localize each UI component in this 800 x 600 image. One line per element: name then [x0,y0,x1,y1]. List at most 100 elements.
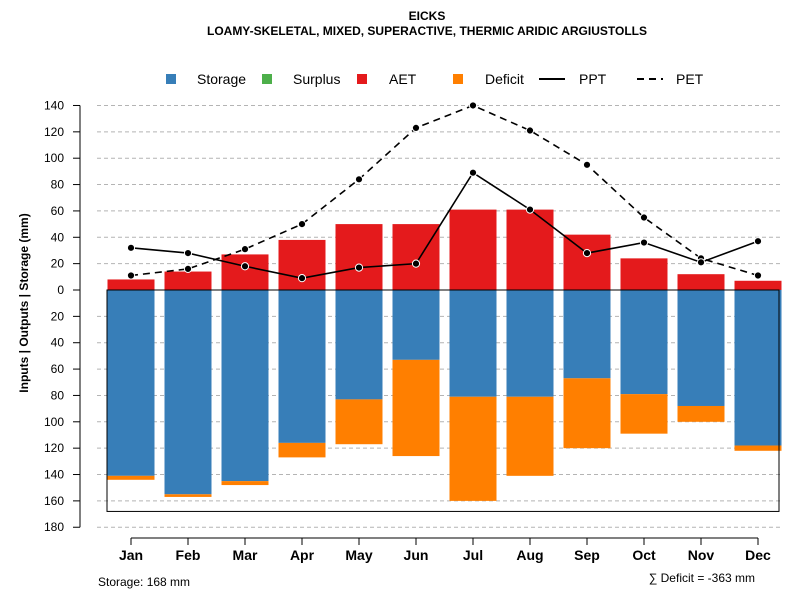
pet-point [753,271,763,280]
pet-point [525,126,535,135]
x-tick-label: Dec [745,547,771,563]
aet-bar [506,209,554,290]
storage-bar [620,290,668,395]
y-tick-label: 40 [51,230,65,244]
storage-bar [449,290,497,397]
ppt-point [753,237,763,246]
ppt-point [354,263,364,272]
x-axis: Jan Feb Mar Apr May Jun Jul Aug Sep Oct Nov Dec [119,537,771,563]
ppt-point [639,238,649,247]
legend-swatch-surplus [262,74,272,84]
y-tick-label: 100 [44,415,64,429]
y-tick-label: 20 [51,309,65,323]
x-tick-label: Apr [290,547,315,563]
aet-bar [221,254,269,290]
deficit-footer: ∑ Deficit = -363 mm [649,571,755,585]
aet-bar [107,279,155,290]
ppt-line [130,171,759,279]
storage-bar [734,290,782,446]
x-tick-label: Mar [233,547,258,563]
legend-label-aet: AET [389,71,417,87]
aet-bar [677,274,725,290]
aet-bar [278,239,326,290]
y-tick-label: 120 [44,125,64,139]
chart-title: EICKS [409,9,446,23]
y-tick-label: 140 [44,468,64,482]
ppt-point [183,248,193,258]
pet-point [126,271,136,280]
y-tick-label: 140 [44,98,64,112]
pet-point [183,264,193,274]
y-tick-label: 0 [57,283,64,297]
ppt-point [411,259,421,268]
storage-bar [335,290,383,400]
aet-bar [392,224,440,290]
x-tick-label: Oct [632,547,656,563]
legend-label-deficit: Deficit [485,71,524,87]
storage-bar [164,290,212,495]
ppt-point [582,248,592,258]
y-tick-label: 40 [51,336,65,350]
x-tick-label: May [345,547,372,563]
aet-bar [620,258,668,290]
deficit-bar [449,396,497,501]
aet-bar [734,280,782,290]
ppt-point [525,205,535,214]
ppt-point [696,258,706,267]
x-tick-label: Jul [463,547,483,563]
y-tick-label: 60 [51,204,65,218]
y-axis: 140 120 100 80 60 40 20 0 20 40 60 80 100 120 140 160 18… [44,98,81,534]
y-tick-label: 20 [51,257,65,271]
x-tick-label: Jun [404,547,429,563]
y-tick-label: 180 [44,520,64,534]
y-tick-label: 100 [44,151,64,165]
deficit-bar [107,475,155,480]
deficit-bar [506,396,554,476]
storage-bar [392,290,440,360]
y-tick-label: 120 [44,441,64,455]
aet-bar [563,234,611,290]
pet-point [411,123,421,132]
pet-point [354,175,364,184]
deficit-bar [278,442,326,458]
legend-label-surplus: Surplus [293,71,340,87]
legend-label-ppt: PPT [579,71,607,87]
deficit-bar [164,494,212,497]
deficit-bar [563,378,611,449]
pet-point [582,160,592,169]
pet-point [468,101,478,110]
deficit-bar [335,399,383,445]
storage-footer: Storage: 168 mm [98,575,190,589]
x-tick-label: Sep [574,547,600,563]
chart-subtitle: LOAMY-SKELETAL, MIXED, SUPERACTIVE, THER… [207,24,647,38]
y-tick-label: 60 [51,362,65,376]
y-tick-label: 80 [51,388,65,402]
deficit-bar [392,359,440,457]
storage-bar [221,290,269,482]
aet-bar [335,224,383,290]
legend-label-pet: PET [676,71,704,87]
pet-point [240,245,250,254]
aet-bar [164,271,212,290]
ppt-point [468,168,478,177]
bars [106,209,782,512]
ppt-point [240,262,250,271]
storage-capacity-box [106,289,780,512]
ppt-point [297,274,307,283]
legend-label-storage: Storage [197,71,246,87]
storage-bar [677,290,725,406]
y-axis-label: Inputs | Outputs | Storage (mm) [17,213,31,392]
legend: Storage Surplus AET Deficit PPT PET [166,71,704,87]
x-tick-label: Aug [516,547,543,563]
pet-point [639,213,649,222]
y-tick-label: 80 [51,178,65,192]
aet-bar [449,209,497,290]
legend-swatch-deficit [453,74,463,84]
ppt-point [126,243,136,252]
legend-swatch-storage [166,74,176,84]
y-tick-label: 160 [44,494,64,508]
x-tick-label: Feb [176,547,201,563]
storage-bar [278,290,326,443]
x-tick-label: Nov [688,547,715,563]
